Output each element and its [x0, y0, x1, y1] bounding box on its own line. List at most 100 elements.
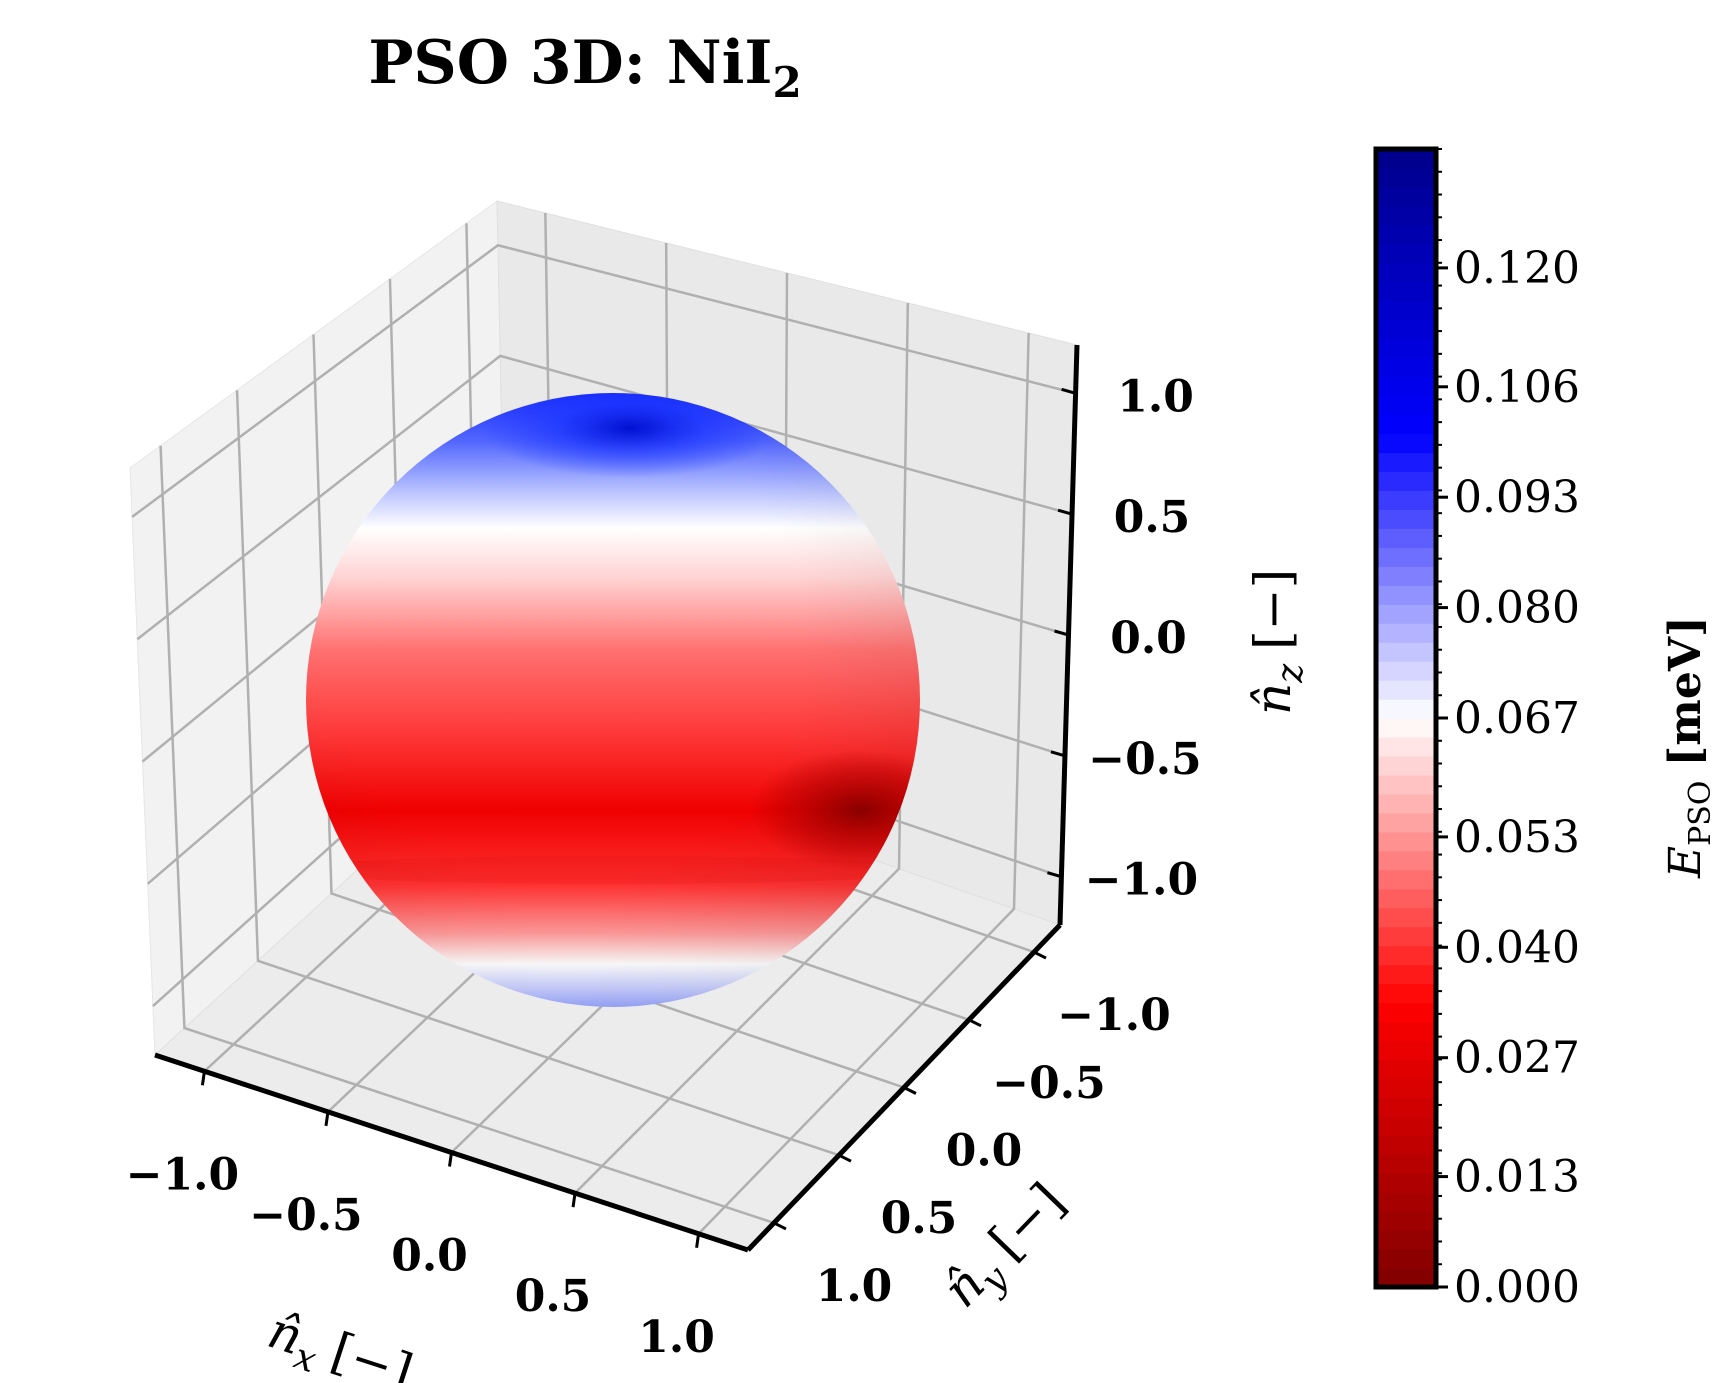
colorbar-band [1376, 167, 1436, 188]
y-tick-label: −0.5 [992, 1058, 1105, 1109]
y-tick [903, 1086, 917, 1095]
grid-line-z [131, 243, 1076, 518]
grid-line-y [312, 334, 905, 1089]
x-tick [571, 1192, 577, 1208]
colorbar-band [1376, 300, 1436, 321]
colorbar-band [1376, 1230, 1436, 1250]
colorbar-band [1376, 319, 1436, 340]
colorbar-band [1376, 243, 1436, 264]
colorbar-band [1376, 983, 1436, 1004]
colorbar-tick-label: 0.120 [1454, 243, 1580, 294]
z-tick [1047, 871, 1062, 879]
colorbar-band [1376, 186, 1436, 207]
x-tick [448, 1152, 453, 1167]
grid-line-y [159, 445, 775, 1225]
x-axis-label: n̂x[−] [259, 1301, 420, 1383]
grid-line-x [697, 332, 1030, 1235]
colorbar-band [1376, 509, 1436, 529]
colorbar-tick-label: 0.000 [1454, 1262, 1580, 1313]
colorbar-band [1376, 793, 1436, 814]
colorbar-band [1376, 471, 1436, 491]
colorbar-band [1376, 907, 1436, 928]
y-tick [1033, 950, 1047, 960]
colorbar-band [1376, 338, 1436, 359]
colorbar-band [1376, 812, 1436, 833]
colorbar-band [1376, 755, 1436, 776]
colorbar-tick-label: 0.093 [1454, 472, 1580, 523]
colorbar-band [1376, 1249, 1436, 1269]
z-tick [1054, 629, 1069, 637]
x-tick [695, 1233, 701, 1248]
colorbar-band [1376, 869, 1436, 890]
z-axis-label: n̂z[−] [1244, 569, 1311, 715]
colorbar-band [1376, 1059, 1436, 1079]
z-tick-label: 0.5 [1114, 492, 1191, 543]
colorbar-band [1376, 604, 1436, 624]
z-tick-label: −0.5 [1088, 734, 1201, 785]
z-tick-label: 1.0 [1117, 371, 1194, 422]
colorbar-band [1376, 623, 1436, 643]
colorbar-band [1376, 1211, 1436, 1231]
colorbar-band [1376, 281, 1436, 302]
colorbar-band [1376, 774, 1436, 795]
colorbar-band [1376, 205, 1436, 226]
x-tick [324, 1111, 330, 1127]
colorbar-band [1376, 661, 1436, 681]
colorbar-tick-label: 0.027 [1454, 1033, 1580, 1084]
colorbar: 0.120 0.106 0.093 0.080 0.067 0.053 0.040 0.027… [1373, 146, 1580, 1313]
colorbar-band [1376, 831, 1436, 852]
x-tick-label: −1.0 [126, 1149, 239, 1200]
colorbar-band [1376, 1135, 1436, 1155]
y-tick [968, 1018, 982, 1028]
y-tick [838, 1153, 852, 1163]
colorbar-band [1376, 433, 1436, 454]
colorbar-band [1376, 547, 1436, 567]
colorbar-band [1376, 1078, 1436, 1098]
colorbar-band [1376, 964, 1436, 985]
colorbar-band [1376, 926, 1436, 947]
colorbar-band [1376, 452, 1436, 473]
colorbar-band [1376, 718, 1436, 738]
y-tick-label: 1.0 [816, 1261, 893, 1312]
y-tick-label: 0.5 [881, 1193, 958, 1244]
z-tick [1061, 387, 1076, 395]
colorbar-band [1376, 736, 1436, 757]
colorbar-band [1376, 357, 1436, 378]
z-tick-label: −1.0 [1085, 855, 1198, 906]
colorbar-ticks: 0.120 0.106 0.093 0.080 0.067 0.053 0.040 0.027… [1436, 148, 1580, 1313]
colorbar-band [1376, 1173, 1436, 1193]
x-tick-label: 0.5 [515, 1271, 592, 1322]
x-tick-label: 0.0 [391, 1231, 468, 1282]
colorbar-band [1376, 1097, 1436, 1117]
z-tick-label: 0.0 [1110, 613, 1187, 664]
colorbar-band [1376, 490, 1436, 510]
colorbar-label: EPSO[meV] [1660, 616, 1718, 879]
colorbar-band [1376, 680, 1436, 700]
colorbar-band [1376, 1192, 1436, 1212]
z-tick [1050, 750, 1066, 758]
colorbar-band [1376, 1021, 1436, 1042]
colorbar-tick-label: 0.067 [1454, 693, 1580, 744]
colorbar-tick-label: 0.106 [1454, 362, 1580, 413]
axis-ticks [200, 387, 1076, 1248]
colorbar-band [1376, 888, 1436, 909]
grid-line-z [136, 354, 1073, 641]
colorbar-band [1376, 1154, 1436, 1174]
colorbar-band [1376, 850, 1436, 871]
colorbar-band [1376, 1116, 1436, 1136]
grid-line-x [574, 302, 910, 1195]
colorbar-band [1376, 224, 1436, 245]
x-tick [200, 1071, 206, 1086]
x-tick-label: −0.5 [249, 1190, 362, 1241]
colorbar-band [1376, 395, 1436, 416]
colorbar-tick-label: 0.080 [1454, 583, 1580, 634]
colorbar-bands [1376, 149, 1436, 1288]
colorbar-tick-label: 0.053 [1454, 812, 1580, 863]
z-tick [1057, 508, 1073, 516]
colorbar-band [1376, 585, 1436, 605]
colorbar-band [1376, 642, 1436, 662]
colorbar-band [1376, 945, 1436, 966]
colorbar-band [1376, 149, 1436, 169]
colorbar-tick-label: 0.040 [1454, 922, 1580, 973]
